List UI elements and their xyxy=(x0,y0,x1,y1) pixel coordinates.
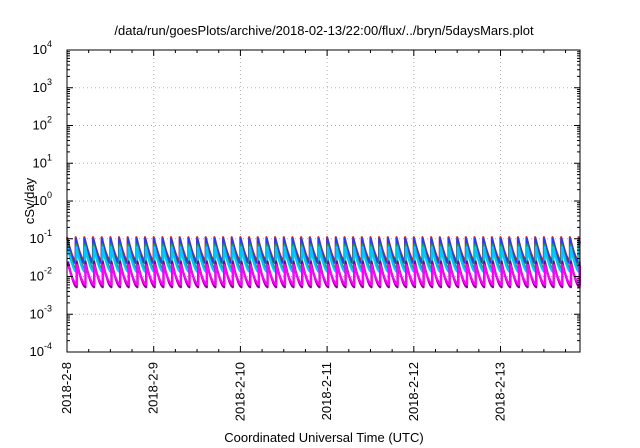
y-tick-label: 10-4 xyxy=(30,341,52,359)
grid-lines xyxy=(67,50,580,352)
y-axis-label: cSv/day xyxy=(22,177,37,224)
y-tick-label: 10-2 xyxy=(30,266,52,284)
x-axis-label: Coordinated Universal Time (UTC) xyxy=(224,430,423,445)
y-tick-labels: 104 103 102 101 100 10-1 10-2 10-3 10-4 xyxy=(30,39,52,359)
x-tick-label: 2018-2-13 xyxy=(493,362,508,421)
y-tick-label: 104 xyxy=(33,39,52,57)
x-tick-label: 2018-2-11 xyxy=(319,362,334,420)
y-tick-label: 102 xyxy=(33,115,52,133)
series-line xyxy=(67,264,582,286)
y-tick-label: 103 xyxy=(33,77,52,95)
x-tick-label: 2018-2-10 xyxy=(232,362,247,421)
y-tick-label: 10-1 xyxy=(30,228,52,246)
x-tick-label: 2018-2-12 xyxy=(406,362,421,421)
y-tick-label: 100 xyxy=(33,190,52,208)
x-tick-label: 2018-2-9 xyxy=(146,362,161,414)
x-tick-labels: 2018-2-8 2018-2-9 2018-2-10 2018-2-11 2018-2… xyxy=(59,362,508,421)
axis-ticks xyxy=(66,49,580,353)
x-tick-label: 2018-2-8 xyxy=(59,362,74,414)
series-group xyxy=(65,236,582,289)
chart-title: /data/run/goesPlots/archive/2018-02-13/2… xyxy=(114,23,534,38)
y-tick-label: 10-3 xyxy=(30,303,52,321)
y-tick-label: 101 xyxy=(33,152,52,170)
